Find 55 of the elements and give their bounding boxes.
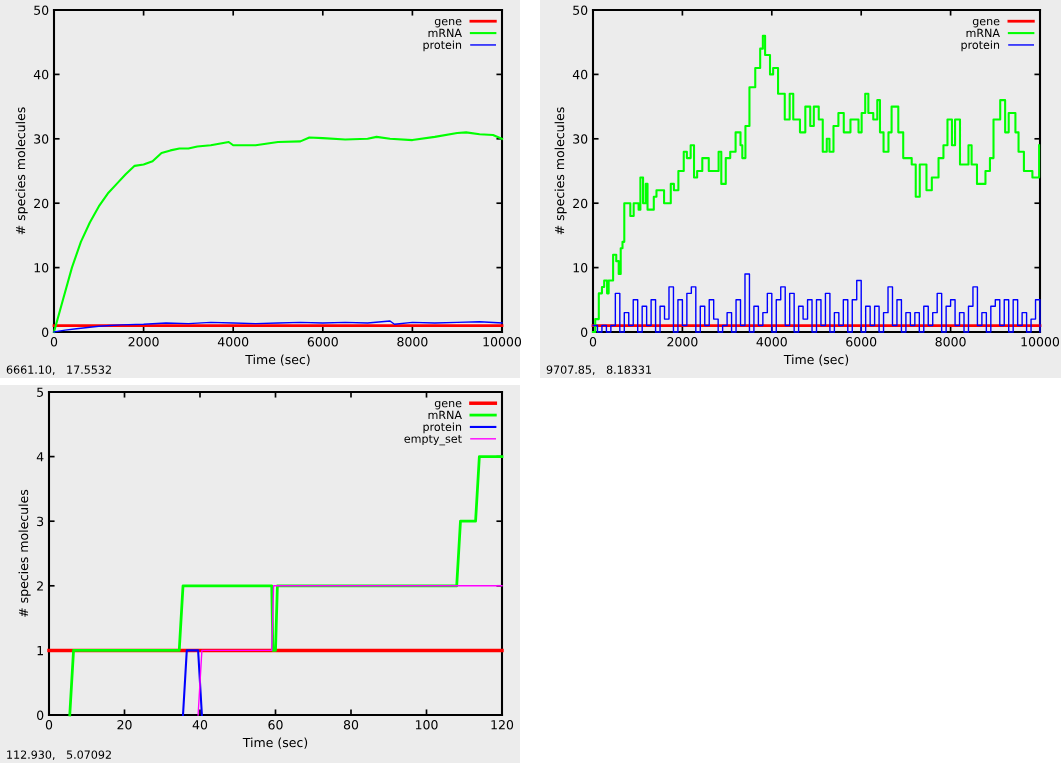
y-tick-label: 2 <box>37 581 43 591</box>
x-tick-label: 6000 <box>846 337 877 347</box>
text: 112.930, 5.07092 <box>7 750 111 760</box>
y-tick-label: 50 <box>573 5 588 15</box>
legend-label: protein <box>423 40 462 52</box>
y-tick-label: 3 <box>37 516 44 527</box>
x-tick-label: 0 <box>50 337 58 347</box>
y-tick-label: 50 <box>34 5 49 15</box>
legend-label: gene <box>434 18 462 28</box>
x-tick-label: 60 <box>268 720 283 730</box>
y-tick-label: 30 <box>573 134 588 144</box>
x-tick-label: 2000 <box>667 337 698 347</box>
x-tick-label: 10000 <box>1021 337 1060 347</box>
x-tick-label: 2000 <box>128 337 159 347</box>
x-tick-label: 4000 <box>756 337 787 347</box>
text: 6661.10, 17.5532 <box>6 365 111 375</box>
x-tick-label: 4000 <box>217 337 249 347</box>
x-tick-label: 100 <box>415 720 438 730</box>
legend-label: empty_set <box>404 434 462 446</box>
y-tick-label: 40 <box>572 69 588 80</box>
y-tick-label: 10 <box>573 263 588 273</box>
legend-label: mRNA <box>428 28 462 37</box>
y-axis-title: # species molecules <box>554 107 567 235</box>
x-tick-label: 8000 <box>397 337 428 347</box>
x-tick-label: 80 <box>343 720 359 730</box>
legend-label: protein <box>423 422 462 434</box>
y-tick-label: 30 <box>34 134 49 144</box>
legend-label: gene <box>972 18 1000 28</box>
x-tick-label: 8000 <box>935 337 966 347</box>
y-axis-title: # species molecules <box>15 107 28 235</box>
y-tick-label: 4 <box>36 452 44 462</box>
x-tick-label: 20 <box>117 720 132 730</box>
x-tick-label: 6000 <box>307 337 338 347</box>
legend-label: gene <box>434 400 462 410</box>
x-tick-label: 40 <box>192 720 208 730</box>
y-tick-label: 10 <box>34 263 49 273</box>
y-tick-label: 40 <box>33 69 49 80</box>
x-axis-title: Time (sec) <box>783 354 849 366</box>
legend-label: mRNA <box>428 410 462 419</box>
text: 9707.85, 8.18331 <box>546 365 651 375</box>
x-tick-label: 10000 <box>483 337 522 347</box>
y-tick-label: 0 <box>581 327 588 337</box>
x-tick-label: 0 <box>589 337 597 347</box>
y-axis-title: # species molecules <box>18 489 31 617</box>
legend-label: protein <box>961 40 1000 52</box>
y-tick-label: 20 <box>34 198 49 209</box>
y-tick-label: 0 <box>42 327 49 337</box>
legend-label: mRNA <box>966 28 1000 37</box>
x-axis-title: Time (sec) <box>242 737 308 749</box>
y-tick-label: 0 <box>37 710 44 720</box>
x-axis-title: Time (sec) <box>245 354 310 366</box>
x-tick-label: 120 <box>491 720 514 730</box>
y-tick-label: 20 <box>573 198 588 209</box>
y-tick-label: 1 <box>37 646 43 656</box>
y-tick-label: 5 <box>37 387 44 397</box>
